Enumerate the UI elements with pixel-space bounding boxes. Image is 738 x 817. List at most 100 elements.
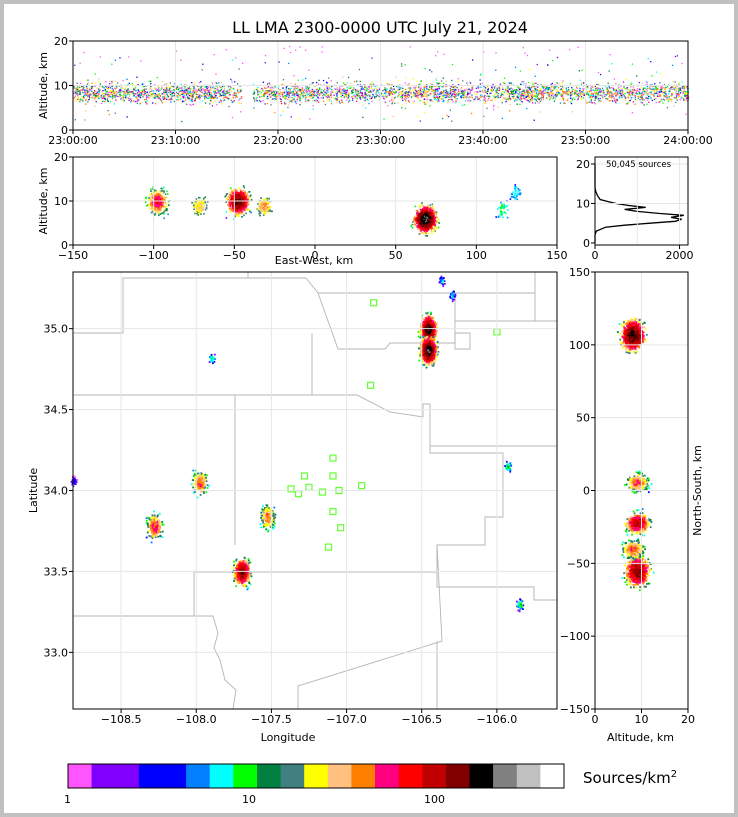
source-point (116, 94, 118, 96)
source-point (443, 93, 445, 95)
source-point (398, 91, 400, 93)
source-point (397, 96, 400, 98)
source-point (632, 86, 635, 88)
source-point (324, 103, 326, 106)
source-point (580, 91, 582, 94)
source-point (111, 85, 113, 87)
source-point (327, 90, 329, 93)
source-point (549, 96, 552, 98)
density-cell (165, 203, 168, 206)
source-point (515, 91, 517, 93)
source-point (360, 83, 362, 86)
source-point (298, 93, 300, 96)
source-point (169, 82, 171, 84)
source-point (442, 98, 444, 100)
source-point (634, 89, 636, 91)
source-point (260, 92, 262, 94)
source-point (162, 98, 164, 100)
source-point (646, 81, 648, 83)
source-point (634, 95, 636, 97)
source-point (446, 92, 448, 94)
source-point (312, 95, 315, 97)
source-point (73, 91, 76, 93)
source-point (97, 90, 99, 93)
source-point (339, 93, 342, 95)
source-point (345, 92, 348, 94)
source-point (685, 95, 687, 98)
source-point (476, 96, 478, 98)
source-point (622, 93, 624, 96)
source-point (237, 90, 239, 92)
source-point (444, 85, 446, 87)
source-point (82, 97, 84, 99)
altitude-time-sources (73, 45, 690, 123)
density-cell (161, 202, 164, 205)
source-point (290, 51, 292, 54)
source-point (351, 90, 353, 92)
source-point (83, 97, 85, 99)
source-point (627, 97, 630, 99)
source-point (152, 93, 154, 95)
source-point (488, 97, 490, 100)
source-point (516, 99, 518, 101)
source-point (227, 86, 230, 88)
source-point (305, 97, 307, 99)
source-point (87, 89, 89, 91)
source-point (74, 95, 77, 97)
source-point (606, 90, 608, 92)
source-point (113, 92, 115, 95)
source-point (560, 95, 563, 97)
source-point (576, 94, 578, 96)
source-point (269, 89, 271, 91)
source-point (684, 94, 686, 96)
source-point (128, 91, 131, 93)
source-point (468, 96, 471, 98)
source-point (657, 85, 660, 87)
source-point (414, 94, 416, 96)
source-point (170, 97, 172, 100)
density-cell (205, 204, 208, 207)
source-point (426, 93, 428, 95)
source-point (222, 97, 224, 99)
source-point (597, 89, 599, 92)
source-point (419, 84, 422, 86)
source-point (207, 86, 210, 89)
source-point (165, 96, 167, 99)
source-point (405, 77, 407, 79)
source-point (110, 90, 113, 92)
source-point (360, 87, 362, 90)
source-point (400, 96, 402, 98)
source-point (462, 90, 464, 92)
source-point (104, 88, 106, 91)
source-point (85, 99, 87, 101)
source-point (655, 86, 657, 88)
source-point (336, 82, 338, 84)
source-point (296, 85, 298, 87)
source-point (320, 93, 322, 95)
source-point (186, 96, 189, 98)
source-point (85, 110, 87, 112)
source-point (640, 92, 643, 94)
source-point (143, 88, 145, 91)
source-point (330, 92, 332, 95)
density-cell (243, 186, 245, 189)
source-point (401, 98, 403, 101)
density-cell (154, 203, 156, 206)
source-point (209, 103, 211, 105)
source-point (675, 90, 677, 92)
density-cell (163, 213, 165, 215)
source-point (109, 87, 112, 89)
source-point (454, 97, 456, 99)
source-point (633, 93, 635, 95)
source-point (362, 104, 364, 106)
source-point (449, 88, 451, 90)
source-point (660, 89, 663, 91)
source-point (230, 86, 232, 88)
source-point (233, 100, 235, 102)
source-point (594, 90, 596, 92)
source-point (313, 94, 315, 96)
source-point (582, 88, 584, 90)
source-point (419, 120, 421, 122)
source-point (259, 90, 261, 92)
source-point (161, 80, 164, 83)
